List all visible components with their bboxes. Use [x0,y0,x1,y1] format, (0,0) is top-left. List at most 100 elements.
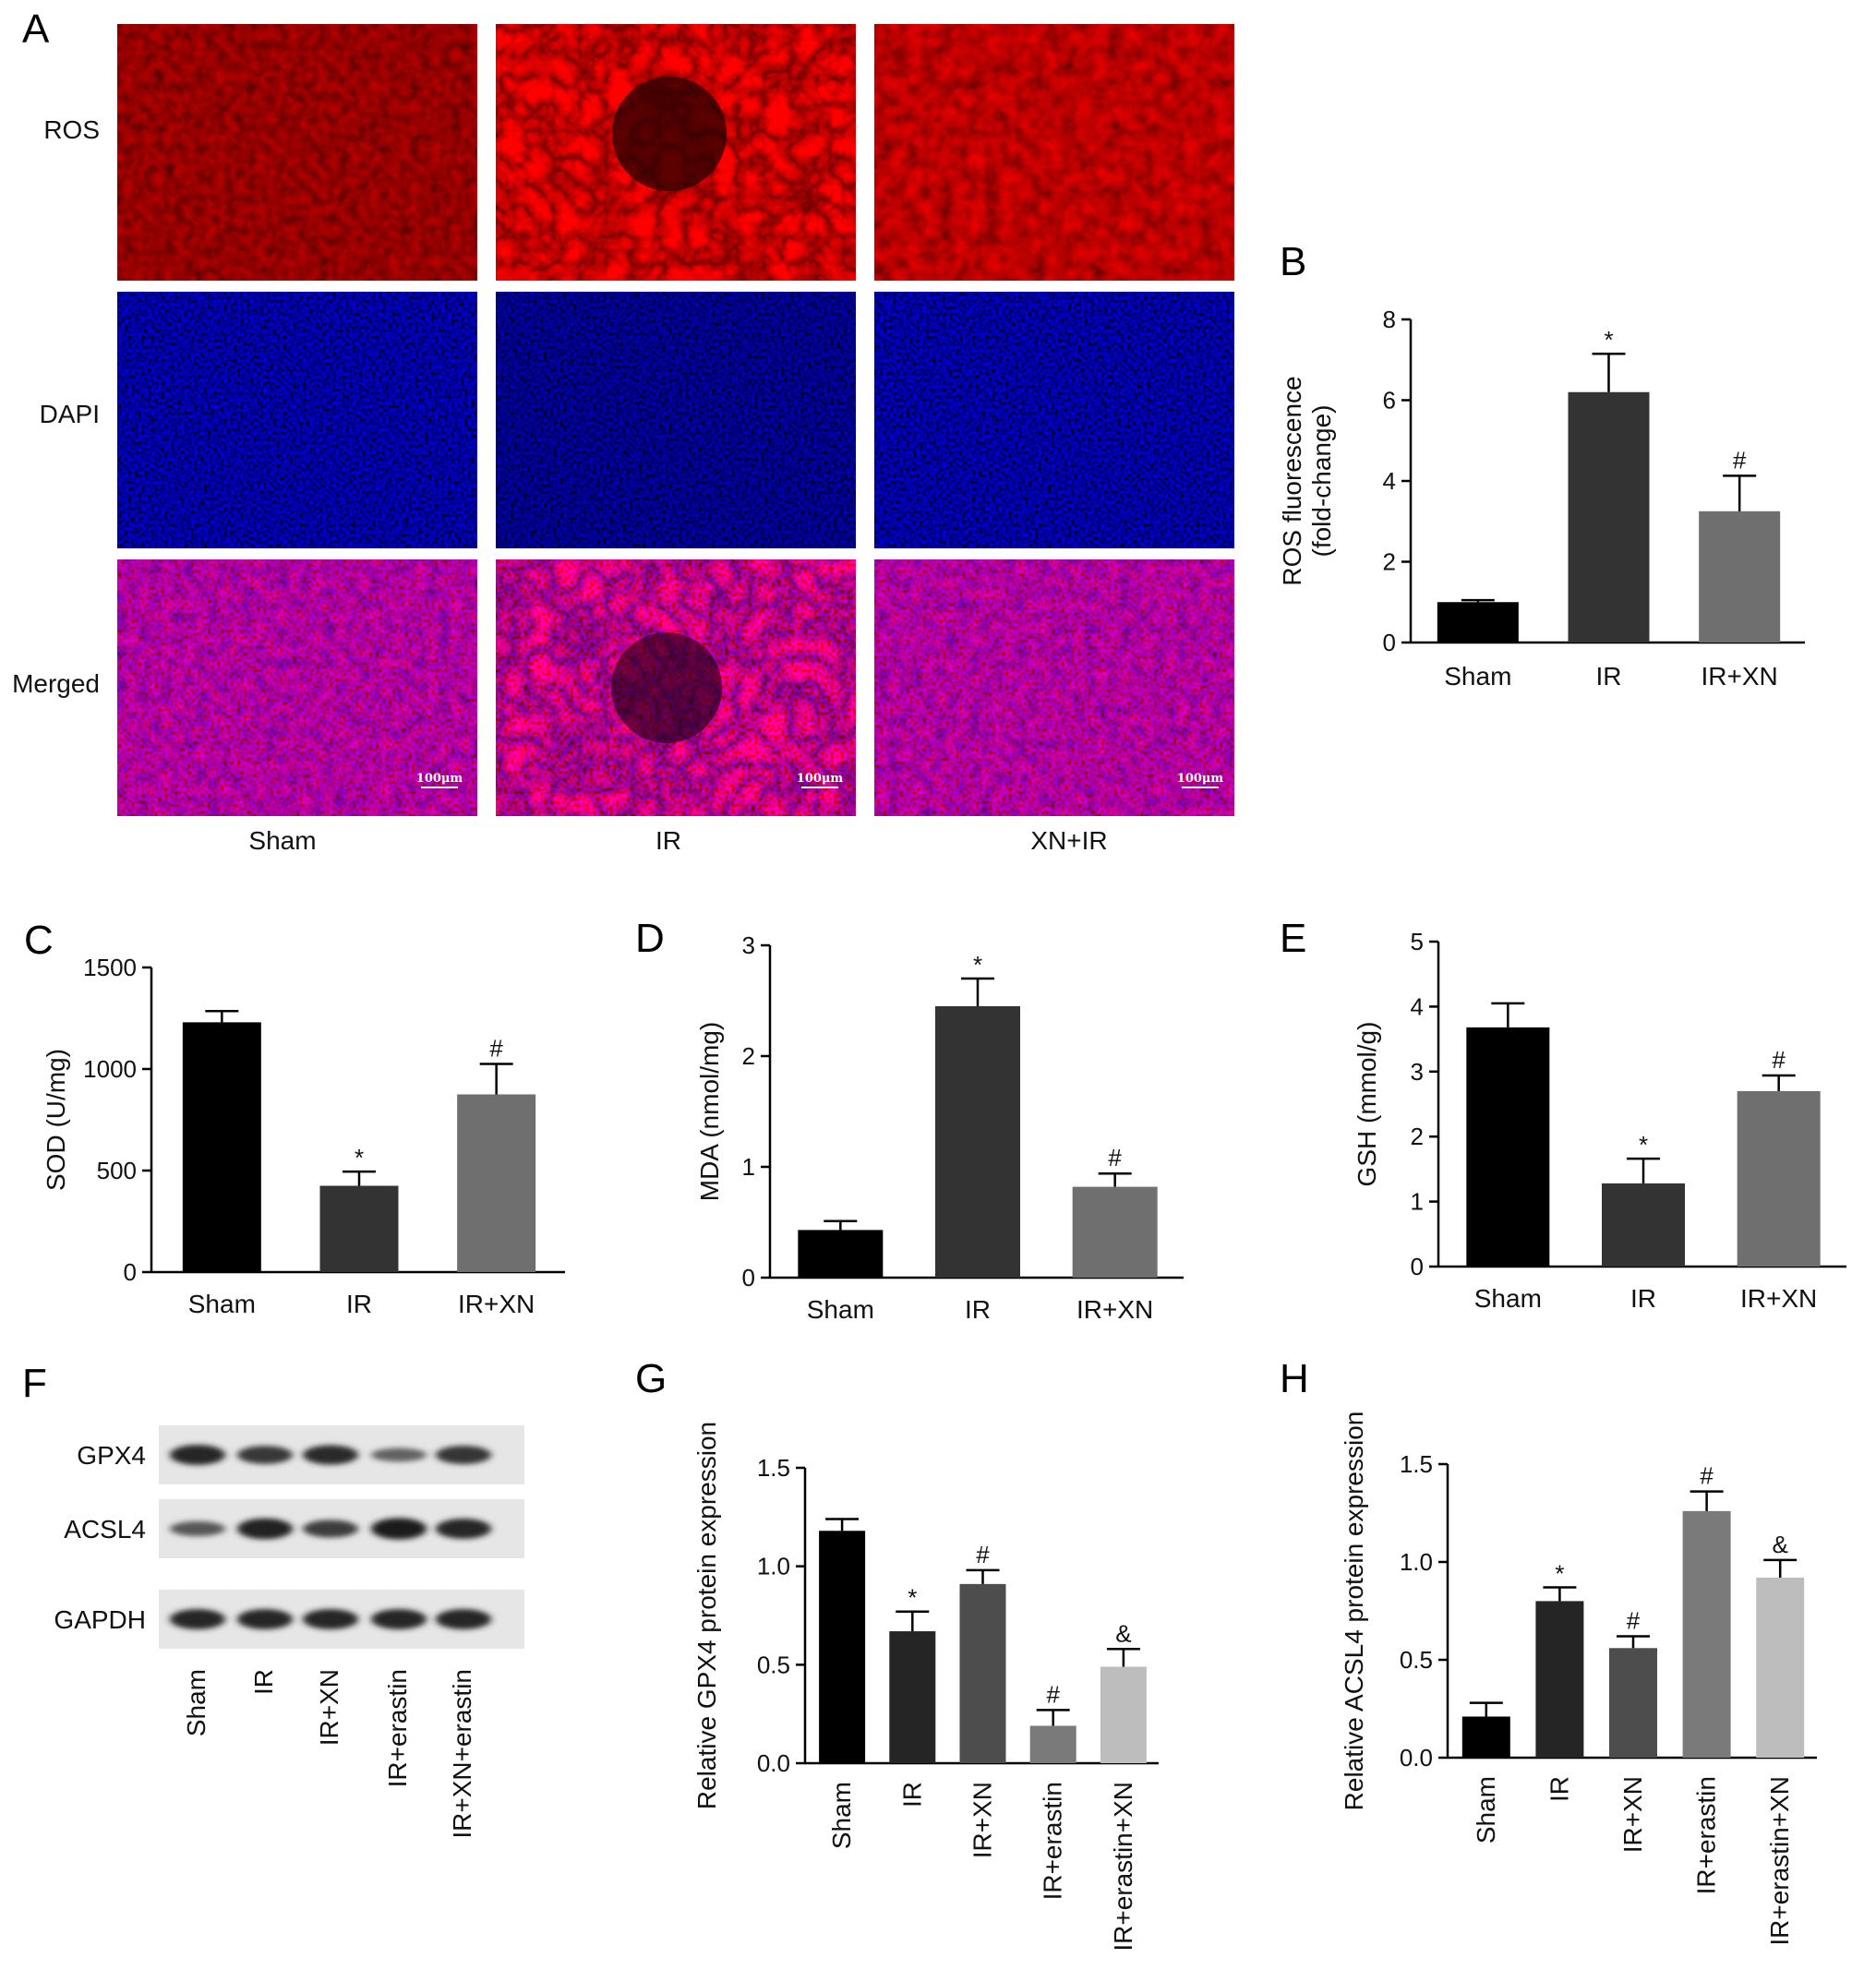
chart-H: H 0.0 0.5 1.0 1.5 Relative ACSL4 protein expr… [1280,1356,1817,1946]
bar [1100,1666,1147,1763]
bar [182,1022,261,1272]
blot-band [371,1447,427,1462]
row-label-ros: ROS [43,115,100,144]
y-tick-label: 8 [1383,306,1396,333]
image-merged-ir: 100μm [496,559,856,816]
bar [1737,1090,1821,1267]
bar [319,1185,399,1272]
y-tick-label: 5 [1411,928,1424,955]
blot-row-label: GAPDH [54,1605,146,1634]
y-tick-label: 1.0 [1400,1548,1433,1576]
y-tick-label: 4 [1411,992,1424,1020]
y-tick-label: 1 [742,1153,755,1181]
category-label: IR [1545,1776,1573,1802]
y-tick-label: 2 [1411,1123,1424,1150]
bar [1466,1027,1550,1267]
significance-mark: # [489,1035,503,1063]
blot-row-acsl4: ACSL4 [64,1499,524,1558]
blot-lane-label: IR+erastin [383,1669,412,1787]
col-label-xn-ir: XN+IR [1030,826,1107,855]
row-label-dapi: DAPI [40,400,100,428]
significance-mark: * [1639,1131,1648,1159]
y-tick-label: 3 [742,931,755,959]
y-axis-label: ROS fluorescence [1278,376,1306,585]
y-tick-label: 1 [1411,1188,1424,1216]
bar [1461,1716,1510,1758]
y-tick-label: 0 [742,1264,755,1291]
bar [1535,1601,1584,1758]
bar [959,1583,1006,1763]
image-ros-xn-ir [874,24,1234,281]
bar [1568,391,1650,643]
y-tick-label: 0.0 [1400,1744,1433,1772]
significance-mark: * [1555,1560,1564,1588]
bar [1072,1186,1158,1278]
bar [1602,1183,1685,1267]
bar [1682,1510,1731,1758]
category-label: IR+erastin+XN [1109,1782,1137,1952]
panel-label-G: G [635,1356,667,1401]
significance-mark: * [973,951,982,979]
y-axis-label: Relative ACSL4 protein expression [1340,1411,1368,1811]
category-label: IR [897,1782,926,1808]
y-tick-label: 1.0 [757,1553,790,1580]
y-axis-label: SOD (U/mg) [42,1049,70,1191]
category-label: IR+XN [1702,662,1778,691]
bar [457,1094,536,1272]
significance-mark: * [1604,326,1613,354]
significance-mark: # [1772,1046,1786,1074]
significance-mark: * [355,1144,364,1171]
image-dapi-xn-ir [874,292,1234,548]
y-tick-label: 0 [1411,1253,1424,1280]
bar [819,1531,866,1763]
blot-lane-label: IR [249,1669,278,1695]
bar [889,1631,936,1763]
significance-mark: # [1733,446,1747,474]
bar [798,1230,884,1278]
blot-band [303,1609,358,1629]
category-label: Sham [188,1290,256,1318]
category-label: Sham [827,1782,856,1849]
col-label-sham: Sham [248,826,316,855]
panel-label-A: A [22,6,50,52]
bar [935,1006,1020,1278]
y-tick-label: 3 [1411,1058,1424,1086]
y-tick-label: 0.0 [757,1749,790,1777]
category-label: Sham [1444,662,1511,691]
significance-mark: # [1046,1680,1060,1708]
category-label: IR+XN [968,1782,997,1858]
row-label-merged: Merged [12,669,100,698]
bar [1756,1577,1805,1758]
chart-D: D 0 1 2 3 MDA (nmol/mg) Sham * IR # IR+XN [635,916,1184,1324]
y-tick-label: 4 [1383,467,1396,495]
significance-mark: # [1108,1144,1122,1171]
blot-lane-label: IR+XN+erastin [448,1669,476,1839]
bar [1437,602,1519,643]
blot-band [371,1609,427,1629]
y-tick-label: 0.5 [1400,1646,1433,1674]
scale-bar-label: 100μm [1177,772,1224,786]
blot-band [170,1445,225,1465]
significance-mark: # [1627,1607,1641,1635]
image-merged-sham: 100μm [117,559,477,816]
blot-lane-label: Sham [182,1669,210,1736]
blot-band [436,1445,491,1465]
category-label: IR+XN [458,1290,535,1318]
y-tick-label: 0.5 [757,1651,790,1678]
panel-label-B: B [1280,239,1306,284]
blot-band [371,1518,427,1540]
significance-mark: # [976,1541,990,1568]
blot-band [170,1520,225,1537]
category-label: Sham [1472,1776,1500,1844]
y-tick-label: 6 [1383,387,1396,414]
category-label: IR [1630,1284,1656,1313]
panel-label-H: H [1280,1356,1309,1401]
category-label: IR [1596,662,1622,691]
category-label: IR+XN [1618,1776,1647,1853]
category-label: IR [965,1295,991,1324]
blot-band [303,1520,358,1538]
significance-mark: # [1700,1462,1714,1490]
chart-C: C 0 500 1000 1500 SOD (U/mg) Sham * IR # IR+XN [24,918,565,1318]
category-label: IR [346,1290,372,1318]
